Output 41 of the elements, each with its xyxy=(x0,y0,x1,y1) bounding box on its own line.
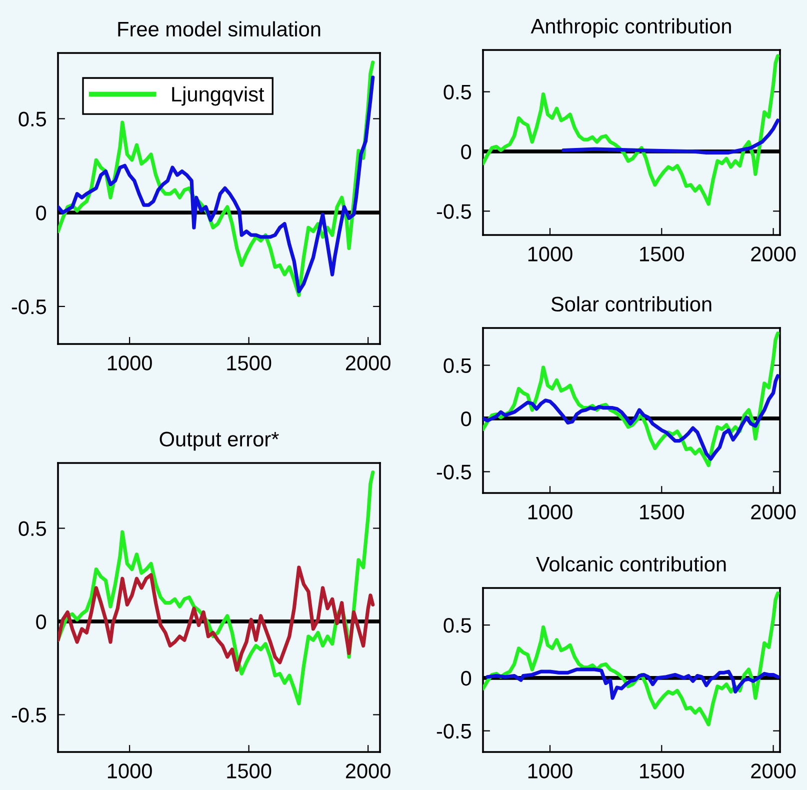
y-tick-label: -0.5 xyxy=(436,204,472,219)
line-series xyxy=(562,118,780,154)
y-tick-label: 0 xyxy=(36,206,46,220)
y-tick-label: -0.5 xyxy=(12,299,46,314)
y-tick-label: 0 xyxy=(461,670,472,686)
x-tick-label: 1000 xyxy=(528,246,572,262)
y-tick-label: -0.5 xyxy=(436,724,472,739)
y-tick-label: 0.5 xyxy=(18,521,46,536)
x-tick-label: 1000 xyxy=(108,356,152,370)
y-tick-label: 0.5 xyxy=(18,112,46,126)
line-series xyxy=(483,54,780,206)
x-tick-label: 2000 xyxy=(346,764,390,778)
x-tick-label: 2000 xyxy=(751,246,796,262)
line-series xyxy=(483,374,780,461)
x-tick-label: 1000 xyxy=(528,764,572,778)
y-tick-label: -0.5 xyxy=(436,464,472,480)
y-tick-label: 0 xyxy=(36,614,46,630)
legend-label: Ljungqvist xyxy=(172,86,264,106)
x-tick-label: 2000 xyxy=(346,356,390,370)
x-tick-label: 1500 xyxy=(227,356,272,370)
x-tick-label: 2000 xyxy=(751,764,796,778)
line-series xyxy=(58,566,375,672)
y-tick-label: 0.5 xyxy=(444,618,472,633)
y-tick-label: 0 xyxy=(461,411,472,426)
x-tick-label: 1500 xyxy=(640,764,684,778)
x-tick-label: 1000 xyxy=(528,504,572,520)
x-tick-label: 1000 xyxy=(108,764,152,778)
y-tick-label: -0.5 xyxy=(12,708,46,722)
y-tick-label: 0 xyxy=(461,144,472,160)
x-tick-label: 1500 xyxy=(227,764,272,778)
y-tick-label: 0.5 xyxy=(444,84,472,100)
chart-title: Volcanic contribution xyxy=(536,556,726,572)
x-tick-label: 2000 xyxy=(751,504,796,520)
chart-title: Solar contribution xyxy=(551,296,712,312)
x-tick-label: 1500 xyxy=(640,504,684,520)
y-tick-label: 0.5 xyxy=(444,358,472,374)
line-series xyxy=(486,668,780,700)
chart-title: Output error* xyxy=(160,432,279,451)
chart-title: Anthropic contribution xyxy=(530,18,731,38)
chart-title: Free model simulation xyxy=(118,21,320,37)
x-tick-label: 1500 xyxy=(640,246,684,262)
